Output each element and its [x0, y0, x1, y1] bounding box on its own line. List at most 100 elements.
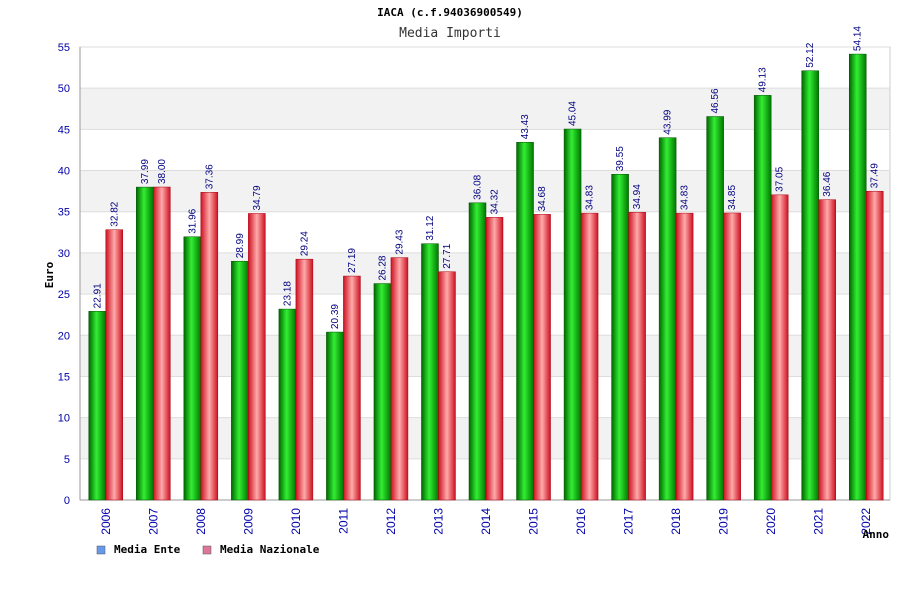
x-tick-label-2016: 2016: [574, 508, 588, 535]
bar-media-nazionale-2011: [343, 275, 361, 501]
x-tick-label-2022: 2022: [859, 508, 873, 535]
x-tick-label-2010: 2010: [289, 508, 303, 535]
bar-media-ente-2021: [801, 70, 819, 501]
data-label-media-nazionale-2010: 29.24: [299, 231, 310, 256]
y-tick-label: 50: [58, 83, 70, 95]
chart-subtitle: Media Importi: [399, 26, 501, 41]
y-tick-label: 45: [58, 124, 70, 136]
data-label-media-ente-2009: 28.99: [235, 233, 246, 258]
data-label-media-ente-2016: 45.04: [568, 101, 579, 126]
y-axis-ticks: 0 5 10 15 20 25 30 35 40 45 50 55: [58, 42, 70, 507]
bar-media-ente-2008: [183, 236, 202, 501]
bar-media-ente-2016: [563, 128, 582, 501]
data-label-media-ente-2018: 43.99: [663, 109, 674, 134]
y-tick-label: 5: [64, 454, 70, 466]
bar-media-nazionale-2019: [723, 212, 741, 501]
y-tick-label: 20: [58, 330, 70, 342]
bar-media-ente-2020: [753, 95, 772, 501]
legend-label-media-ente: Media Ente: [114, 543, 181, 556]
data-label-media-ente-2008: 31.96: [187, 208, 198, 233]
bar-media-ente-2015: [516, 142, 534, 501]
data-label-media-nazionale-2013: 27.71: [442, 243, 453, 268]
bar-media-ente-2022: [848, 53, 867, 501]
bar-media-nazionale-2021: [818, 199, 836, 501]
x-tick-label-2008: 2008: [194, 508, 208, 535]
bar-media-ente-2012: [373, 283, 392, 501]
bar-media-nazionale-2020: [770, 194, 789, 501]
bar-media-nazionale-2013: [438, 271, 456, 501]
data-labels: 22.91 32.82 37.99 38.00 31.96 37.36 28.99 34.79…: [92, 26, 880, 329]
bar-media-nazionale-2008: [200, 192, 219, 501]
y-tick-label: 35: [58, 207, 70, 219]
x-axis-label: Anno: [863, 528, 890, 541]
data-label-media-ente-2014: 36.08: [473, 174, 484, 199]
data-label-media-ente-2010: 23.18: [282, 281, 293, 306]
data-label-media-ente-2022: 54.14: [853, 26, 864, 51]
data-label-media-ente-2015: 43.43: [520, 114, 531, 139]
bar-media-ente-2018: [658, 137, 677, 501]
bar-media-ente-2019: [706, 116, 724, 501]
y-tick-label: 25: [58, 289, 70, 301]
legend-label-media-nazionale: Media Nazionale: [220, 543, 320, 556]
bar-media-ente-2009: [231, 260, 249, 501]
x-tick-label-2009: 2009: [241, 508, 255, 535]
data-label-media-nazionale-2015: 34.68: [537, 186, 548, 211]
y-tick-label: 15: [58, 371, 70, 383]
grid-band: [80, 47, 890, 89]
x-tick-label-2012: 2012: [384, 508, 398, 535]
data-label-media-nazionale-2012: 29.43: [394, 229, 405, 254]
data-label-media-nazionale-2006: 32.82: [109, 201, 120, 226]
bar-media-ente-2013: [421, 243, 439, 501]
bar-media-nazionale-2014: [485, 217, 504, 501]
y-tick-label: 10: [58, 413, 70, 425]
x-tick-label-2014: 2014: [479, 508, 493, 535]
data-label-media-ente-2021: 52.12: [805, 42, 816, 67]
y-tick-label: 0: [64, 495, 70, 507]
x-tick-label-2006: 2006: [99, 508, 113, 535]
bar-media-nazionale-2009: [248, 213, 266, 501]
bars: [88, 53, 884, 501]
data-label-media-ente-2017: 39.55: [615, 146, 626, 171]
bar-media-nazionale-2006: [105, 229, 124, 501]
x-tick-label-2017: 2017: [622, 508, 636, 535]
bar-media-ente-2010: [278, 308, 297, 501]
data-label-media-nazionale-2011: 27.19: [347, 248, 358, 273]
data-label-media-ente-2011: 20.39: [330, 304, 341, 329]
data-label-media-nazionale-2020: 37.05: [775, 166, 786, 191]
bar-media-nazionale-2010: [295, 258, 314, 501]
data-label-media-nazionale-2018: 34.83: [680, 185, 691, 210]
bar-media-nazionale-2015: [533, 214, 551, 501]
bar-media-ente-2014: [468, 202, 487, 501]
bar-media-nazionale-2017: [628, 211, 646, 501]
x-tick-label-2019: 2019: [717, 508, 731, 535]
bar-media-nazionale-2007: [153, 186, 171, 501]
chart-title: IACA (c.f.94036900549): [377, 6, 523, 19]
data-label-media-nazionale-2021: 36.46: [822, 171, 833, 196]
data-label-media-nazionale-2009: 34.79: [252, 185, 263, 210]
data-label-media-ente-2012: 26.28: [377, 255, 388, 280]
data-label-media-ente-2006: 22.91: [92, 283, 103, 308]
data-label-media-ente-2007: 37.99: [140, 159, 151, 184]
bar-media-ente-2006: [88, 311, 107, 501]
y-tick-label: 55: [58, 42, 70, 54]
x-tick-label-2020: 2020: [764, 508, 778, 535]
bar-media-nazionale-2012: [390, 257, 409, 501]
x-tick-label-2015: 2015: [527, 508, 541, 535]
data-label-media-nazionale-2014: 34.32: [490, 189, 501, 214]
bar-media-nazionale-2016: [580, 212, 599, 501]
legend-swatch-media-nazionale: [202, 545, 212, 555]
bar-media-nazionale-2022: [865, 190, 884, 501]
data-label-media-nazionale-2007: 38.00: [157, 159, 168, 184]
x-tick-label-2013: 2013: [431, 508, 445, 535]
bar-media-ente-2017: [611, 174, 629, 501]
x-axis-ticks: 2006 2007 2008 2009 2010 2011 2012 2013 2014 2015…: [99, 508, 873, 535]
y-axis-label: Euro: [43, 261, 56, 288]
legend: Media Ente Media Nazionale: [96, 543, 320, 556]
x-tick-label-2011: 2011: [336, 508, 350, 534]
data-label-media-nazionale-2016: 34.83: [585, 185, 596, 210]
data-label-media-ente-2019: 46.56: [710, 88, 721, 113]
bar-media-ente-2011: [326, 331, 344, 501]
bar-media-ente-2007: [136, 186, 154, 501]
x-tick-label-2007: 2007: [146, 508, 160, 535]
